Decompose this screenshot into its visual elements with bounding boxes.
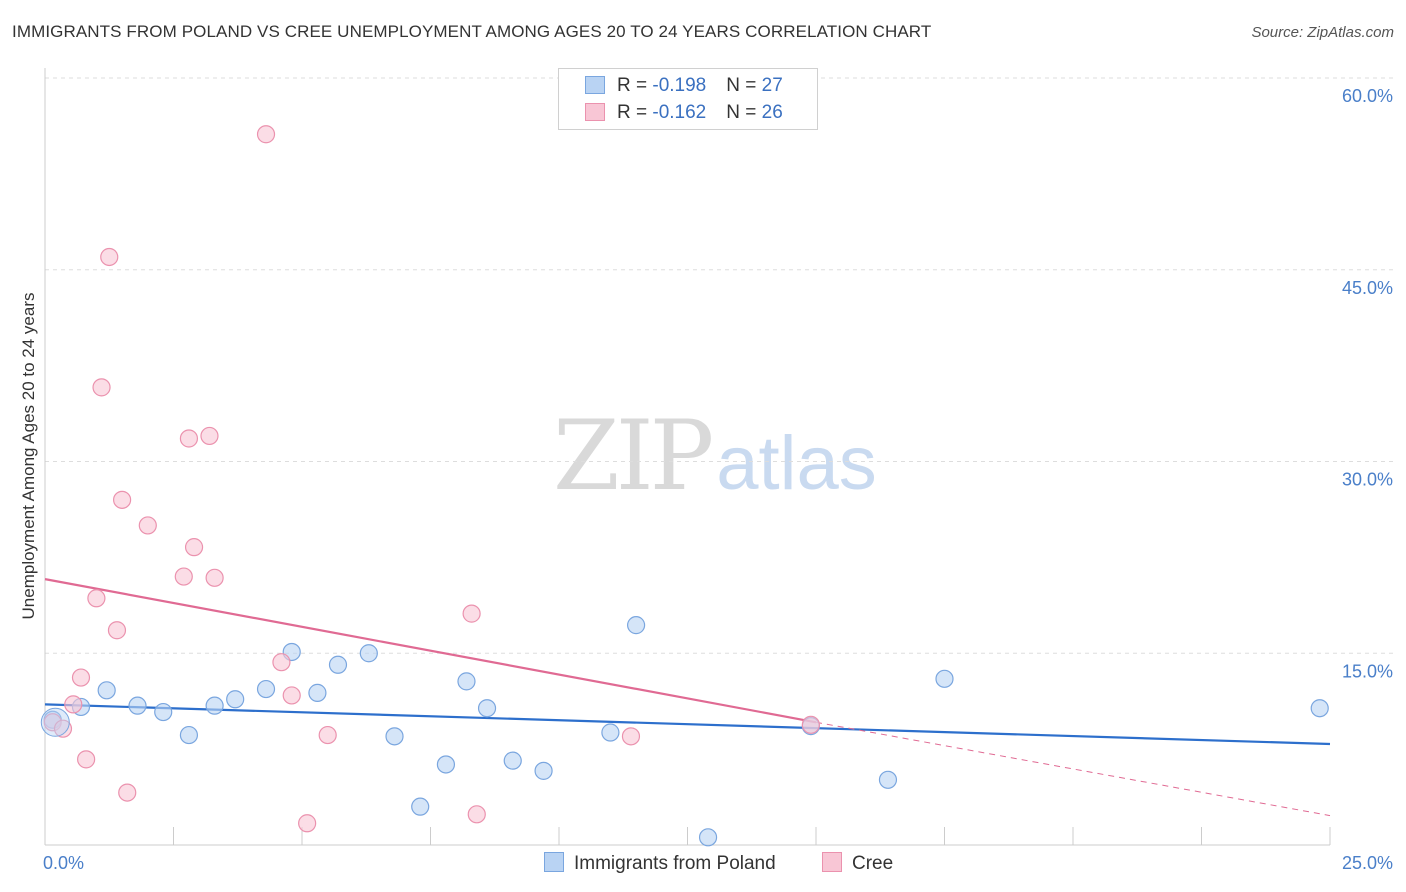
poland-point — [205, 696, 224, 715]
cree-point — [200, 426, 219, 446]
cree-point — [462, 604, 481, 623]
y-tick-label: 30.0% — [1342, 470, 1393, 490]
poland-trendline — [44, 703, 1331, 746]
cree-point — [118, 783, 137, 802]
cree-point — [100, 247, 119, 267]
grid-layer — [45, 77, 1395, 654]
cree-point — [92, 378, 111, 397]
cree-point — [179, 429, 199, 448]
poland-point — [698, 828, 718, 847]
cree-point — [801, 715, 820, 734]
legend-r-label: R = — [617, 102, 653, 123]
legend-r-value: -0.198 — [652, 75, 707, 96]
cree-point — [71, 668, 91, 687]
series-legend-poland[interactable]: Immigrants from Poland — [544, 852, 776, 875]
cree-trendline — [44, 578, 817, 724]
legend-n-label: N = — [726, 102, 762, 123]
legend-n-value: 26 — [761, 102, 783, 123]
poland-point — [503, 751, 522, 770]
watermark-zip: ZIP — [553, 400, 714, 512]
cree-point — [205, 568, 224, 587]
cree-point — [298, 814, 317, 833]
poland-point — [256, 679, 276, 699]
cree-point — [112, 490, 132, 509]
series-legend-label: Immigrants from Poland — [574, 853, 776, 874]
poland-point — [878, 770, 898, 789]
poland-point — [359, 644, 378, 663]
cree-point — [53, 719, 73, 738]
poland-point — [385, 727, 404, 746]
cree-point — [621, 727, 641, 746]
poland-point — [128, 696, 147, 715]
watermark-atlas: atlas — [716, 421, 877, 506]
y-axis-label: Unemployment Among Ages 20 to 24 years — [19, 293, 38, 620]
cree-point — [256, 125, 276, 144]
cree-point — [107, 621, 127, 640]
poland-point — [411, 797, 430, 816]
x-tick-label: 0.0% — [43, 853, 84, 873]
watermark: ZIPatlas — [553, 400, 877, 512]
y-tick-label: 60.0% — [1342, 86, 1393, 106]
series-swatch-poland — [544, 852, 564, 872]
series-legend: Immigrants from Poland Cree — [0, 852, 1406, 878]
correlation-legend: R = -0.198 N = 27 R = -0.162 N = 26 — [558, 68, 818, 130]
cree-point — [138, 516, 157, 535]
legend-r-label: R = — [617, 75, 653, 96]
poland-point — [477, 699, 497, 718]
cree-point — [77, 750, 96, 769]
legend-row-cree: R = -0.162 N = 26 — [585, 102, 783, 126]
legend-n-value: 27 — [761, 75, 783, 96]
trendline-layer — [44, 578, 1331, 817]
poland-point — [436, 755, 456, 774]
poland-cluster-point — [40, 707, 70, 737]
series-swatch-cree — [822, 852, 842, 872]
poland-point — [179, 725, 199, 745]
cree-point — [64, 695, 83, 714]
point-layer — [40, 125, 1329, 847]
poland-point — [534, 761, 553, 780]
legend-row-poland: R = -0.198 N = 27 — [585, 75, 783, 99]
label-layer: 15.0% 30.0% 45.0% 60.0% 0.0% 25.0% Unemploymen… — [19, 86, 1393, 873]
poland-point — [1310, 699, 1329, 718]
poland-point — [328, 655, 348, 674]
legend-n-label: N = — [726, 75, 762, 96]
poland-point — [626, 616, 646, 635]
poland-point — [308, 683, 327, 702]
poland-point — [601, 723, 620, 742]
y-tick-label: 45.0% — [1342, 278, 1393, 298]
x-tick-label: 25.0% — [1342, 853, 1393, 873]
legend-swatch-cree — [585, 103, 605, 121]
cree-point — [174, 567, 193, 586]
poland-point — [97, 681, 116, 700]
cree-point — [87, 589, 106, 608]
chart-title: IMMIGRANTS FROM POLAND VS CREE UNEMPLOYM… — [12, 22, 932, 41]
series-legend-cree[interactable]: Cree — [822, 852, 893, 875]
poland-point — [226, 690, 245, 709]
legend-r-value: -0.162 — [652, 102, 707, 123]
cree-point — [318, 725, 337, 745]
cree-point — [467, 805, 486, 824]
cree-point — [282, 686, 301, 705]
poland-point — [154, 702, 173, 722]
cree-point — [184, 538, 204, 557]
poland-point — [935, 669, 954, 688]
legend-swatch-poland — [585, 76, 605, 94]
cree-point — [272, 653, 291, 672]
axis-layer — [44, 68, 1331, 846]
poland-point — [457, 672, 476, 691]
series-legend-label: Cree — [852, 853, 894, 874]
y-tick-label: 15.0% — [1342, 661, 1393, 681]
source-label: Source: ZipAtlas.com — [1251, 24, 1394, 41]
